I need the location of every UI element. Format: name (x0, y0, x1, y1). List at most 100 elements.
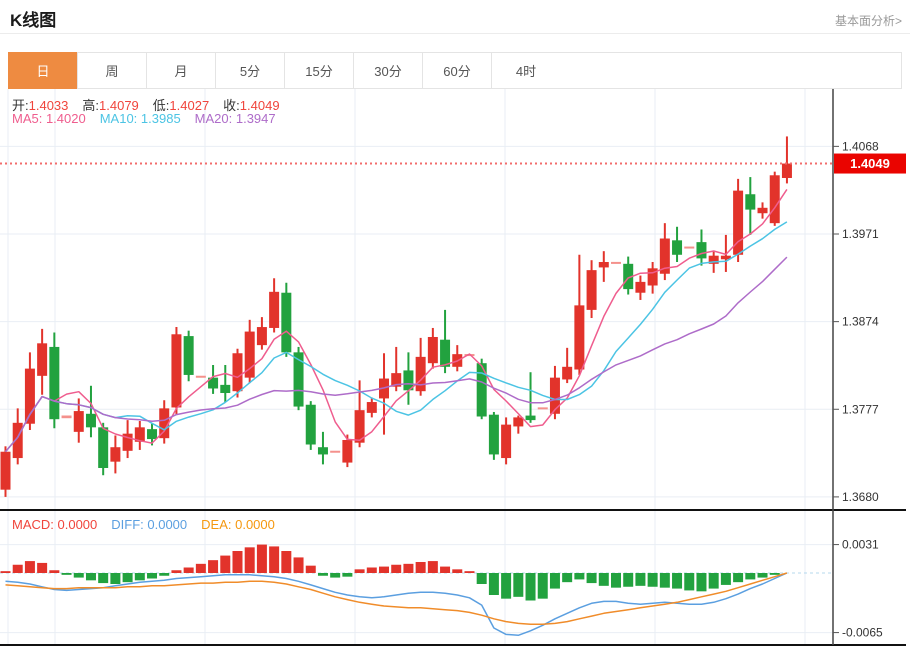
candle-body (696, 242, 707, 259)
tab-4hour[interactable]: 4时 (491, 52, 561, 89)
macd-bar (427, 561, 438, 573)
macd-bar (745, 573, 756, 580)
macd-bar (195, 563, 206, 573)
macd-bar (12, 564, 23, 573)
ma-legend: MA5: 1.4020 MA10: 1.3985 MA20: 1.3947 (12, 111, 290, 126)
tab-week[interactable]: 周 (77, 52, 147, 89)
ma5-value: 1.4020 (42, 111, 86, 126)
tab-30min[interactable]: 30分 (353, 52, 423, 89)
candle-body (232, 353, 243, 392)
price-tick-label: 1.3777 (842, 402, 879, 416)
macd-label: MACD: (12, 517, 54, 532)
high-value: 1.4079 (99, 98, 139, 113)
ma10-label: MA10: (99, 111, 138, 126)
tab-60min[interactable]: 60分 (422, 52, 492, 89)
macd-legend-macd: MACD: 0.0000 (12, 517, 97, 532)
candle-body (623, 263, 634, 290)
macd-bar (611, 573, 621, 588)
macd-bar (574, 573, 585, 580)
macd-bar (537, 573, 548, 599)
high-label: 高: (82, 98, 100, 113)
candle-body (37, 343, 48, 376)
macd-tick-label: -0.0065 (842, 626, 883, 640)
macd-bar (635, 573, 646, 586)
macd-bar (586, 573, 597, 584)
macd-bar (354, 569, 365, 573)
candle-body (195, 375, 206, 378)
macd-bar (293, 557, 304, 573)
candle-body (769, 175, 780, 224)
candle-body (49, 346, 60, 420)
candle-body (476, 363, 487, 417)
macd-bar (305, 565, 316, 573)
macd-bar (452, 569, 463, 573)
candle-body (488, 414, 499, 455)
candle-body (220, 384, 231, 394)
close-label: 收: (223, 98, 240, 113)
macd-bar (476, 573, 487, 585)
candle-body (391, 373, 402, 387)
macd-bar (403, 563, 414, 573)
candle-body (574, 305, 585, 370)
candle-body (733, 190, 744, 255)
ma20-line (4, 256, 788, 453)
candle-body (537, 407, 548, 410)
candle-body (427, 336, 438, 364)
macd-bar (98, 573, 109, 584)
macd-bar (24, 561, 35, 573)
candle-body (354, 410, 365, 443)
tab-15min[interactable]: 15分 (284, 52, 354, 89)
candle-body (269, 291, 280, 328)
macd-bar (0, 571, 11, 573)
title-divider (0, 33, 910, 34)
candle-body (464, 354, 475, 357)
tab-bar-filler (560, 52, 902, 89)
macd-bar (159, 573, 170, 576)
macd-bar (708, 573, 719, 589)
macd-bar (317, 573, 328, 576)
ma5-label: MA5: (12, 111, 43, 126)
ma-legend-ma5: MA5: 1.4020 (12, 111, 86, 126)
macd-bar (440, 566, 451, 573)
candle-body (256, 327, 267, 346)
macd-bar (61, 573, 72, 575)
candle-body (513, 417, 524, 427)
candle-body (330, 450, 341, 453)
dea-line (5, 572, 788, 626)
fundamental-analysis-link[interactable]: 基本面分析> (834, 14, 902, 28)
candle-body (183, 336, 194, 375)
macd-bar (256, 544, 267, 573)
macd-bar (501, 573, 512, 599)
ohlc-legend: 开:1.4033 高:1.4079 低:1.4027 收:1.4049 (12, 95, 294, 114)
candle-body (61, 415, 72, 419)
macd-bar (647, 573, 658, 587)
tab-5min[interactable]: 5分 (215, 52, 285, 89)
candle-body (562, 366, 573, 380)
macd-bar (757, 573, 768, 578)
macd-tick-label: 0.0031 (842, 538, 879, 552)
tab-day[interactable]: 日 (8, 52, 78, 89)
candle-body (684, 246, 695, 249)
current-price-tag-value: 1.4049 (850, 156, 890, 171)
candle-body (525, 415, 536, 421)
diff-value: 0.0000 (143, 517, 188, 532)
candle-body (366, 402, 377, 413)
ma10-value: 1.3985 (137, 111, 181, 126)
macd-bar (464, 571, 475, 573)
macd-bar (598, 573, 609, 586)
price-tick-label: 1.3971 (842, 227, 879, 241)
candle-body (147, 429, 158, 440)
macd-bar (85, 573, 96, 581)
diff-line (5, 572, 788, 637)
candle-body (672, 240, 683, 255)
tab-month[interactable]: 月 (146, 52, 216, 89)
candle-body (317, 447, 328, 455)
candle-body (440, 339, 451, 367)
macd-bar (391, 564, 402, 573)
candle-body (73, 411, 84, 432)
macd-bar (171, 570, 182, 573)
dea-label: DEA: (201, 517, 232, 532)
candle-body (134, 427, 145, 442)
macd-bar (696, 573, 707, 592)
